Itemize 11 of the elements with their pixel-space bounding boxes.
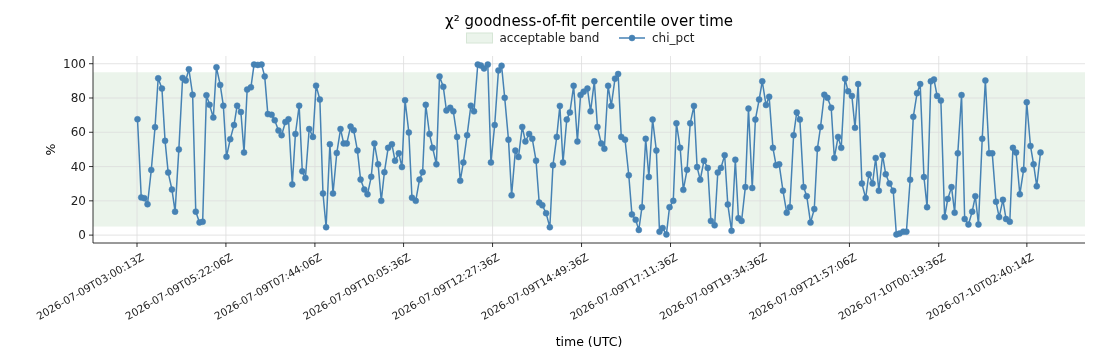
x-axis-title: time (UTC) (555, 334, 623, 349)
y-axis-title: % (43, 143, 58, 156)
y-tick-label: 20 (70, 194, 86, 209)
y-tick-label: 60 (70, 125, 86, 140)
chart-title: χ² goodness-of-fit percentile over time (445, 12, 733, 30)
y-tick-label: 80 (70, 91, 86, 106)
legend-label: chi_pct (652, 31, 695, 45)
y-tick-label: 0 (78, 228, 86, 243)
y-tick-label: 40 (70, 159, 86, 174)
y-tick-label: 100 (63, 56, 86, 71)
band-label: acceptable band (499, 31, 600, 45)
